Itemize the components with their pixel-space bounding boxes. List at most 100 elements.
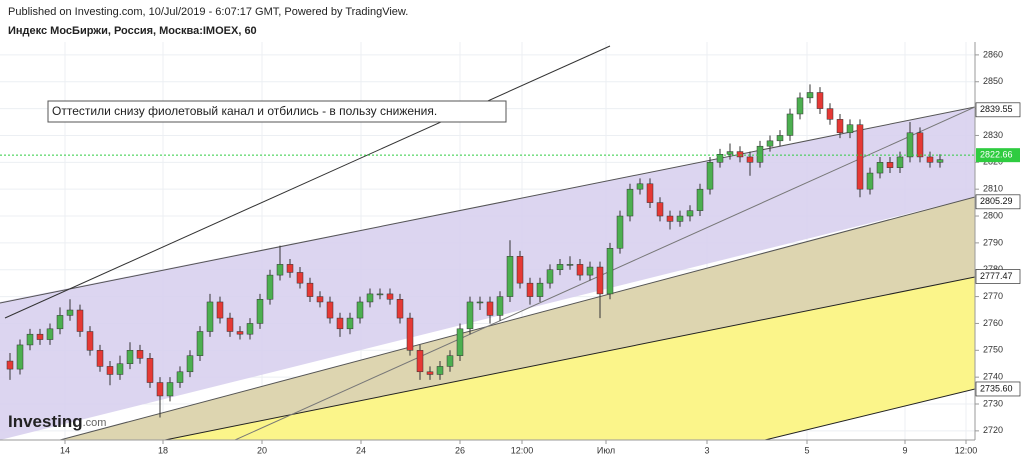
x-tick-label: 20	[257, 445, 267, 455]
y-tick-label: 2740	[983, 372, 1003, 382]
candle-body	[306, 282, 314, 297]
candle-body	[906, 132, 914, 158]
candle-body	[76, 309, 84, 332]
candle-body	[576, 264, 584, 276]
last-price-label: 2822.66	[980, 150, 1013, 160]
candle-body	[776, 135, 784, 142]
candle-body	[106, 366, 114, 375]
y-tick-label: 2810	[983, 184, 1003, 194]
candle-body	[496, 296, 504, 316]
candle-body	[126, 350, 134, 364]
candle-body	[926, 156, 934, 163]
candle-body	[536, 282, 544, 297]
candle-body	[746, 156, 754, 163]
candle-body	[156, 382, 164, 397]
candle-body	[896, 156, 904, 168]
candle-body	[266, 274, 274, 300]
candle-body	[46, 328, 54, 340]
candle-body	[356, 301, 364, 319]
candle-body	[916, 132, 924, 158]
x-tick-label: 18	[158, 445, 168, 455]
candle-body	[296, 272, 304, 284]
y-tick-label: 2770	[983, 291, 1003, 301]
candle-body	[116, 363, 124, 375]
x-tick-label: 3	[704, 445, 709, 455]
candle-body	[326, 301, 334, 319]
candle-body	[36, 333, 44, 340]
candle-body	[856, 124, 864, 190]
candle-body	[936, 159, 944, 163]
annotation-box	[47, 100, 507, 123]
channel-purple	[0, 107, 975, 440]
candle-body	[86, 331, 94, 351]
y-tick-label: 2780	[983, 264, 1003, 274]
candle-body	[66, 309, 74, 316]
logo-name: Investing	[8, 412, 83, 431]
candle-body	[806, 92, 814, 99]
candle-body	[396, 299, 404, 319]
trend-line	[234, 106, 975, 440]
candle-body	[846, 124, 854, 134]
candle-body	[766, 140, 774, 147]
candle-body	[436, 366, 444, 375]
candle-body	[716, 154, 724, 163]
candle-body	[836, 119, 844, 134]
annotation: Оттестили снизу фиолетовый канал и отбил…	[52, 104, 437, 118]
candle-body	[876, 162, 884, 174]
candle-body	[646, 183, 654, 203]
candle-body	[466, 301, 474, 330]
candle-body	[146, 358, 154, 383]
candle-body	[406, 317, 414, 351]
level-box	[975, 381, 1021, 397]
candle-body	[566, 264, 574, 266]
channel-low	[164, 276, 975, 440]
candle-body	[506, 256, 514, 297]
candle-body	[866, 172, 874, 190]
symbol-title: Индекс МосБиржи, Россия, Москва:IMOEX, 6…	[8, 25, 257, 37]
candle-body	[606, 248, 614, 295]
candle-body	[16, 344, 24, 370]
candle-body	[686, 210, 694, 217]
trend-line	[4, 45, 611, 319]
candle-body	[366, 293, 374, 303]
candle-body	[56, 315, 64, 330]
x-tick-label: 14	[60, 445, 70, 455]
candle-body	[96, 350, 104, 367]
y-tick-label: 2790	[983, 237, 1003, 247]
y-tick-label: 2850	[983, 76, 1003, 86]
x-tick-label: 12:00	[955, 445, 978, 455]
candle-body	[276, 264, 284, 276]
candle-body	[476, 301, 484, 304]
y-tick-label: 2830	[983, 130, 1003, 140]
candle-body	[666, 215, 674, 222]
candle-body	[726, 151, 734, 155]
level-box	[975, 194, 1021, 210]
x-tick-label: 5	[804, 445, 809, 455]
candle-body	[556, 264, 564, 270]
candle-body	[336, 317, 344, 330]
y-tick-label: 2800	[983, 210, 1003, 220]
candle-body	[826, 108, 834, 120]
candle-body	[756, 145, 764, 163]
y-tick-label: 2750	[983, 345, 1003, 355]
candle-body	[546, 269, 554, 284]
candle-body	[586, 266, 594, 276]
candle-body	[736, 151, 744, 158]
candle-body	[486, 301, 494, 316]
x-tick-label: 12:00	[511, 445, 534, 455]
last-price-box	[976, 148, 1020, 163]
candle-body	[386, 293, 394, 300]
y-tick-label: 2760	[983, 318, 1003, 328]
candle-body	[256, 299, 264, 324]
candle-body	[196, 331, 204, 356]
y-tick-label: 2730	[983, 398, 1003, 408]
candle-body	[656, 202, 664, 217]
level-label: 2839.55	[980, 104, 1013, 114]
logo-suffix: .com	[83, 417, 107, 429]
candle-body	[696, 188, 704, 211]
candle-body	[236, 331, 244, 335]
level-label: 2735.60	[980, 383, 1013, 393]
y-tick-label: 2720	[983, 425, 1003, 435]
candle-body	[186, 355, 194, 373]
